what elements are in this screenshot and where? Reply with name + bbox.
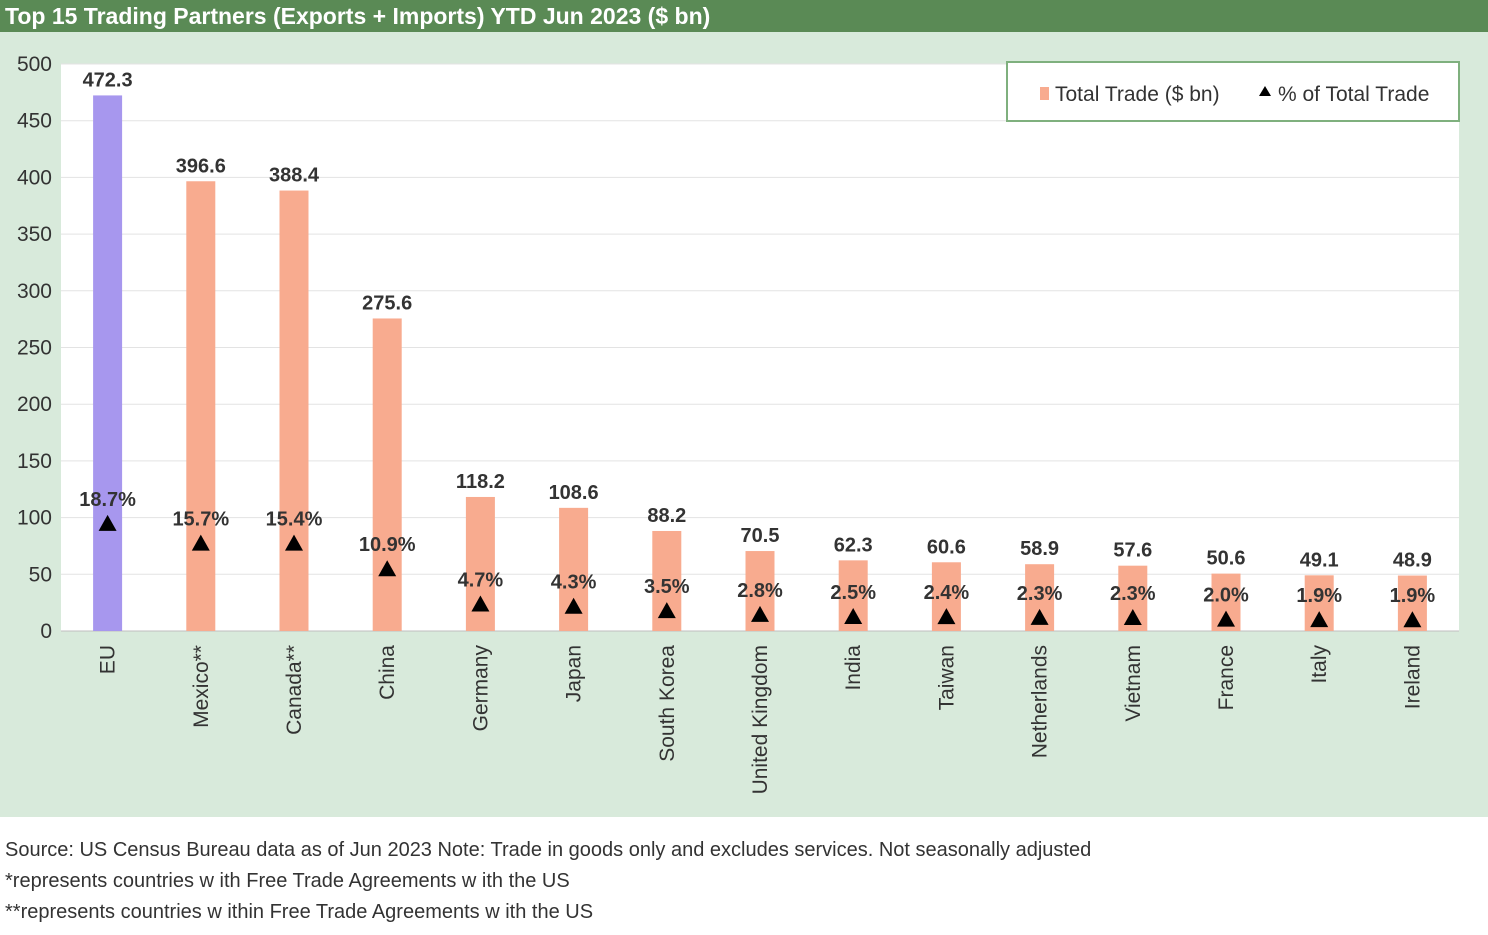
bar-value-label: 388.4 xyxy=(269,165,320,187)
triangle-marker xyxy=(1123,608,1142,625)
x-axis-ticks: EU Mexico** Canada** China Germany Japan South… xyxy=(97,645,1425,795)
chart-title: Top 15 Trading Partners (Exports + Impor… xyxy=(0,0,1488,32)
bar-value-label: 396.6 xyxy=(176,155,226,177)
percent-label: 2.8% xyxy=(737,580,783,602)
bar-value-label: 48.9 xyxy=(1393,550,1432,572)
triangle-marker xyxy=(1403,611,1422,628)
percent-label: 2.4% xyxy=(924,582,970,604)
percent-label: 4.7% xyxy=(458,569,504,591)
percent-label: 15.7% xyxy=(172,509,229,531)
chart-svg: 0 50 100 150 200 250 300 350 400 450 500 472.3 18.7… xyxy=(17,53,1460,795)
y-axis-ticks: 0 50 100 150 200 250 300 350 400 450 500 xyxy=(17,53,52,643)
data-labels: 472.3 18.7% 396.6 15.7% 388.4 15.4% 275.6 10.9%… xyxy=(79,69,1435,607)
legend-bar-swatch xyxy=(1040,87,1049,100)
bar-value-label: 49.1 xyxy=(1300,549,1339,571)
triangle-marker xyxy=(285,534,303,551)
x-tick-label: Mexico** xyxy=(190,645,213,728)
bar-value-label: 472.3 xyxy=(83,69,133,91)
percent-label: 2.0% xyxy=(1203,585,1249,607)
triangle-marker xyxy=(98,514,117,531)
triangle-marker xyxy=(191,534,210,551)
y-tick-label: 450 xyxy=(17,110,52,133)
x-tick-label: South Korea xyxy=(656,645,679,762)
triangle-marker xyxy=(564,597,583,614)
triangle-marker xyxy=(1310,611,1329,628)
y-tick-label: 250 xyxy=(17,337,52,360)
triangle-marker xyxy=(1030,608,1049,625)
y-tick-label: 50 xyxy=(29,563,52,586)
percent-label: 2.3% xyxy=(1110,583,1156,605)
bar xyxy=(372,318,402,631)
percent-label: 2.5% xyxy=(830,582,876,604)
legend-marker-label: % of Total Trade xyxy=(1278,83,1429,106)
y-tick-label: 200 xyxy=(17,393,52,416)
x-tick-label: Japan xyxy=(563,645,586,702)
x-tick-label: EU xyxy=(97,645,120,674)
y-tick-label: 500 xyxy=(17,53,52,76)
bar-value-label: 118.2 xyxy=(456,471,505,493)
x-tick-label: Canada** xyxy=(283,645,306,735)
percent-label: 3.5% xyxy=(644,576,690,598)
percent-label: 1.9% xyxy=(1296,585,1342,607)
footnote-double-asterisk: **represents countries w ithin Free Trad… xyxy=(5,901,594,923)
source-note: Source: US Census Bureau data as of Jun … xyxy=(5,839,1092,861)
chart-area: 0 50 100 150 200 250 300 350 400 450 500 472.3 18.7… xyxy=(0,32,1488,817)
percent-label: 15.4% xyxy=(266,509,323,531)
bar-value-label: 60.6 xyxy=(927,536,966,558)
bar-value-label: 57.6 xyxy=(1113,540,1152,562)
legend: Total Trade ($ bn) % of Total Trade xyxy=(1006,61,1460,122)
y-tick-label: 0 xyxy=(40,620,52,643)
triangle-marker xyxy=(1217,610,1235,627)
x-tick-label: France xyxy=(1215,645,1238,710)
y-tick-label: 400 xyxy=(17,166,52,189)
percent-label: 18.7% xyxy=(79,489,136,511)
bar-value-label: 70.5 xyxy=(741,525,780,547)
x-tick-label: Italy xyxy=(1308,645,1331,684)
markers xyxy=(98,514,1422,628)
x-tick-label: India xyxy=(842,645,865,691)
percent-label: 10.9% xyxy=(359,534,416,556)
triangle-marker xyxy=(471,595,490,612)
triangle-marker xyxy=(844,608,863,625)
triangle-marker xyxy=(937,608,956,625)
footnotes: Source: US Census Bureau data as of Jun … xyxy=(5,835,1091,928)
x-tick-label: Netherlands xyxy=(1029,645,1052,758)
bar-value-label: 58.9 xyxy=(1020,538,1059,560)
y-tick-label: 100 xyxy=(17,507,52,530)
percent-label: 4.3% xyxy=(551,572,597,594)
percent-label: 1.9% xyxy=(1390,585,1436,607)
bar-value-label: 108.6 xyxy=(549,482,599,504)
x-tick-label: China xyxy=(376,645,399,700)
legend-triangle-icon xyxy=(1259,86,1271,96)
bar xyxy=(279,190,309,632)
x-tick-label: Germany xyxy=(469,645,492,732)
legend-bar-label: Total Trade ($ bn) xyxy=(1055,83,1220,106)
triangle-marker xyxy=(378,560,397,577)
bar-value-label: 275.6 xyxy=(362,292,412,314)
bar xyxy=(93,95,123,631)
bar xyxy=(186,181,216,631)
x-tick-label: Ireland xyxy=(1401,645,1424,709)
x-tick-label: United Kingdom xyxy=(749,645,772,794)
x-tick-label: Vietnam xyxy=(1122,645,1145,722)
y-tick-label: 350 xyxy=(17,223,52,246)
x-tick-label: Taiwan xyxy=(935,645,958,710)
triangle-marker xyxy=(657,602,676,619)
triangle-marker xyxy=(751,605,769,622)
footnote-single-asterisk: *represents countries w ith Free Trade A… xyxy=(5,870,570,892)
bars xyxy=(93,95,1427,632)
y-tick-label: 150 xyxy=(17,450,52,473)
legend-box xyxy=(1006,61,1460,122)
bar-value-label: 62.3 xyxy=(834,534,873,556)
y-tick-label: 300 xyxy=(17,280,52,303)
percent-label: 2.3% xyxy=(1017,583,1063,605)
bar-value-label: 50.6 xyxy=(1207,548,1246,570)
bar-value-label: 88.2 xyxy=(647,505,686,527)
